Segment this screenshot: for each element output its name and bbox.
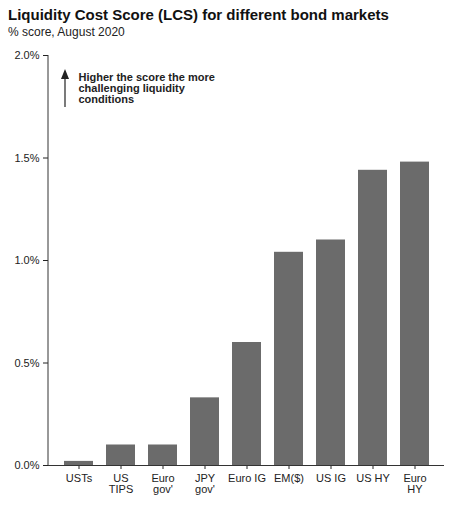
svg-text:0.5%: 0.5% [14, 357, 39, 369]
svg-text:US HY: US HY [356, 472, 390, 484]
svg-text:1.5%: 1.5% [14, 152, 39, 164]
svg-text:1.0%: 1.0% [14, 254, 39, 266]
svg-text:EuroHY: EuroHY [403, 472, 426, 495]
svg-text:0.0%: 0.0% [14, 459, 39, 471]
svg-text:EM($): EM($) [274, 472, 304, 484]
svg-text:JPYgov': JPYgov' [195, 472, 216, 495]
svg-text:USTs: USTs [66, 472, 93, 484]
svg-text:Euro IG: Euro IG [228, 472, 266, 484]
svg-text:US IG: US IG [316, 472, 346, 484]
svg-text:2.0%: 2.0% [14, 49, 39, 61]
svg-text:USTIPS: USTIPS [109, 472, 133, 495]
html-text:% score, August 2020: % score, August 2020 [8, 25, 125, 39]
svg-text:Eurogov': Eurogov' [151, 472, 174, 495]
svg-text:Higher the score the morechall: Higher the score the morechallenging liq… [79, 71, 215, 105]
html-text:Liquidity Cost Score (LCS) for: Liquidity Cost Score (LCS) for different… [8, 6, 389, 23]
